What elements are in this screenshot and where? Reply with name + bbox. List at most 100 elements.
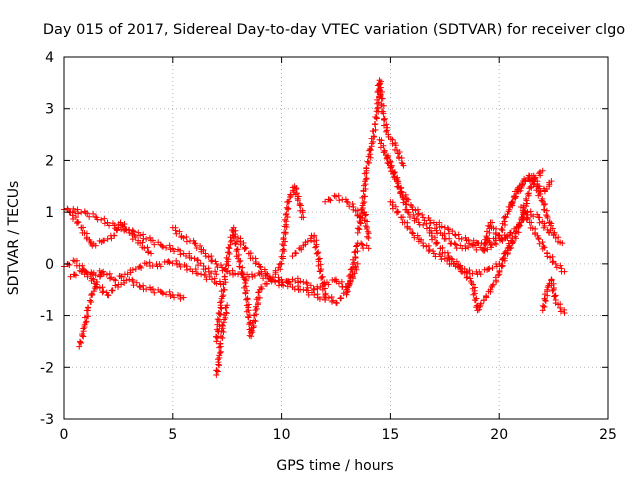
grid: [64, 57, 608, 419]
data-point-trace: [183, 238, 190, 245]
data-point-trace: [149, 237, 156, 244]
data-point-trace: [364, 228, 371, 235]
x-tick-label: 5: [168, 427, 177, 443]
data-point-trace: [216, 350, 223, 357]
data-point-trace: [483, 293, 490, 300]
data-point-trace: [272, 267, 279, 274]
data-point-trace: [112, 282, 119, 289]
data-point-trace: [159, 243, 166, 250]
data-point-trace: [285, 278, 292, 285]
data-point-trace: [529, 225, 536, 232]
data-point-trace: [370, 133, 377, 140]
data-point-trace: [277, 260, 284, 267]
data-point-trace: [239, 264, 246, 271]
y-tick-label: -2: [40, 360, 54, 376]
data-point-trace: [100, 288, 107, 295]
data-point-trace: [541, 295, 548, 302]
data-point-trace: [495, 272, 502, 279]
data-point-trace: [283, 204, 290, 211]
data-point: [333, 299, 339, 306]
data-point-trace: [208, 253, 215, 260]
data-point-trace: [356, 218, 363, 225]
data-point-trace: [291, 286, 298, 293]
data-point-trace: [370, 138, 377, 145]
data-point-trace: [296, 202, 303, 209]
data-point-trace: [517, 222, 524, 229]
data-point-trace: [505, 240, 512, 247]
data-point-trace: [539, 302, 546, 309]
data-point-trace: [499, 237, 506, 244]
data-point-trace: [219, 293, 226, 300]
data-point: [561, 309, 568, 316]
data-point-trace: [242, 245, 249, 252]
data-point-trace: [322, 294, 329, 301]
data-point-trace: [515, 229, 522, 236]
data-point-trace: [84, 210, 91, 217]
data-point-trace: [493, 241, 500, 248]
data-point-trace: [362, 176, 369, 183]
data-point-trace: [352, 254, 359, 261]
data-point-trace: [484, 246, 491, 253]
data-point-trace: [221, 286, 228, 293]
data-point-trace: [146, 234, 153, 241]
data-point-trace: [467, 275, 474, 282]
data-point-trace: [81, 267, 88, 274]
data-point-trace: [84, 270, 91, 277]
data-point: [311, 291, 318, 298]
data-point-trace: [242, 289, 249, 296]
data-point-trace: [321, 279, 328, 286]
data-point: [376, 77, 383, 84]
axis-ticks: [63, 56, 609, 420]
data-point-trace: [344, 199, 351, 206]
data-point-trace: [346, 203, 353, 210]
data-point: [198, 271, 205, 278]
data-point-trace: [363, 226, 370, 233]
data-point-trace: [392, 203, 399, 210]
data-point: [322, 198, 329, 205]
data-point-trace: [245, 313, 252, 320]
data-point-trace: [318, 275, 325, 282]
data-point-trace: [304, 280, 311, 287]
data-point-trace: [299, 209, 306, 216]
data-point-trace: [171, 248, 178, 255]
data-point-trace: [83, 318, 90, 325]
data-point-trace: [535, 236, 542, 243]
data-point-trace: [225, 249, 232, 256]
data-point-trace: [275, 277, 282, 284]
data-point-trace: [286, 279, 293, 286]
data-point-trace: [240, 239, 247, 246]
data-point-trace: [223, 310, 230, 317]
data-point-trace: [335, 192, 342, 199]
data-point-trace: [250, 324, 257, 331]
data-point-trace: [173, 257, 180, 264]
chart-title: Day 015 of 2017, Sidereal Day-to-day VTE…: [43, 22, 625, 38]
data-point-trace: [213, 280, 220, 287]
data-point: [404, 209, 411, 216]
data-point: [367, 147, 374, 154]
data-point-trace: [395, 209, 402, 216]
y-axis-label: SDTVAR / TECUs: [6, 181, 22, 296]
data-point-trace: [504, 210, 511, 217]
data-point-trace: [307, 282, 314, 289]
data-point-trace: [232, 240, 239, 247]
data-point: [365, 235, 372, 241]
data-point-trace: [237, 257, 244, 264]
data-point-trace: [377, 91, 384, 98]
data-point: [169, 245, 176, 252]
data-point-trace: [209, 257, 216, 264]
data-point-trace: [498, 262, 505, 269]
data-point-trace: [157, 263, 164, 270]
data-point-trace: [166, 259, 173, 266]
data-point-trace: [245, 321, 252, 328]
data-point-trace: [377, 81, 384, 88]
data-point-trace: [71, 271, 78, 278]
data-point-trace: [446, 235, 453, 242]
data-point: [487, 286, 494, 293]
data-point-trace: [552, 292, 559, 299]
plot-frame: [63, 56, 609, 420]
data-point-trace: [253, 311, 260, 318]
data-point-trace: [144, 244, 151, 251]
data-point-trace: [423, 220, 430, 227]
data-point-trace: [223, 309, 230, 316]
data-point-trace: [459, 268, 466, 275]
